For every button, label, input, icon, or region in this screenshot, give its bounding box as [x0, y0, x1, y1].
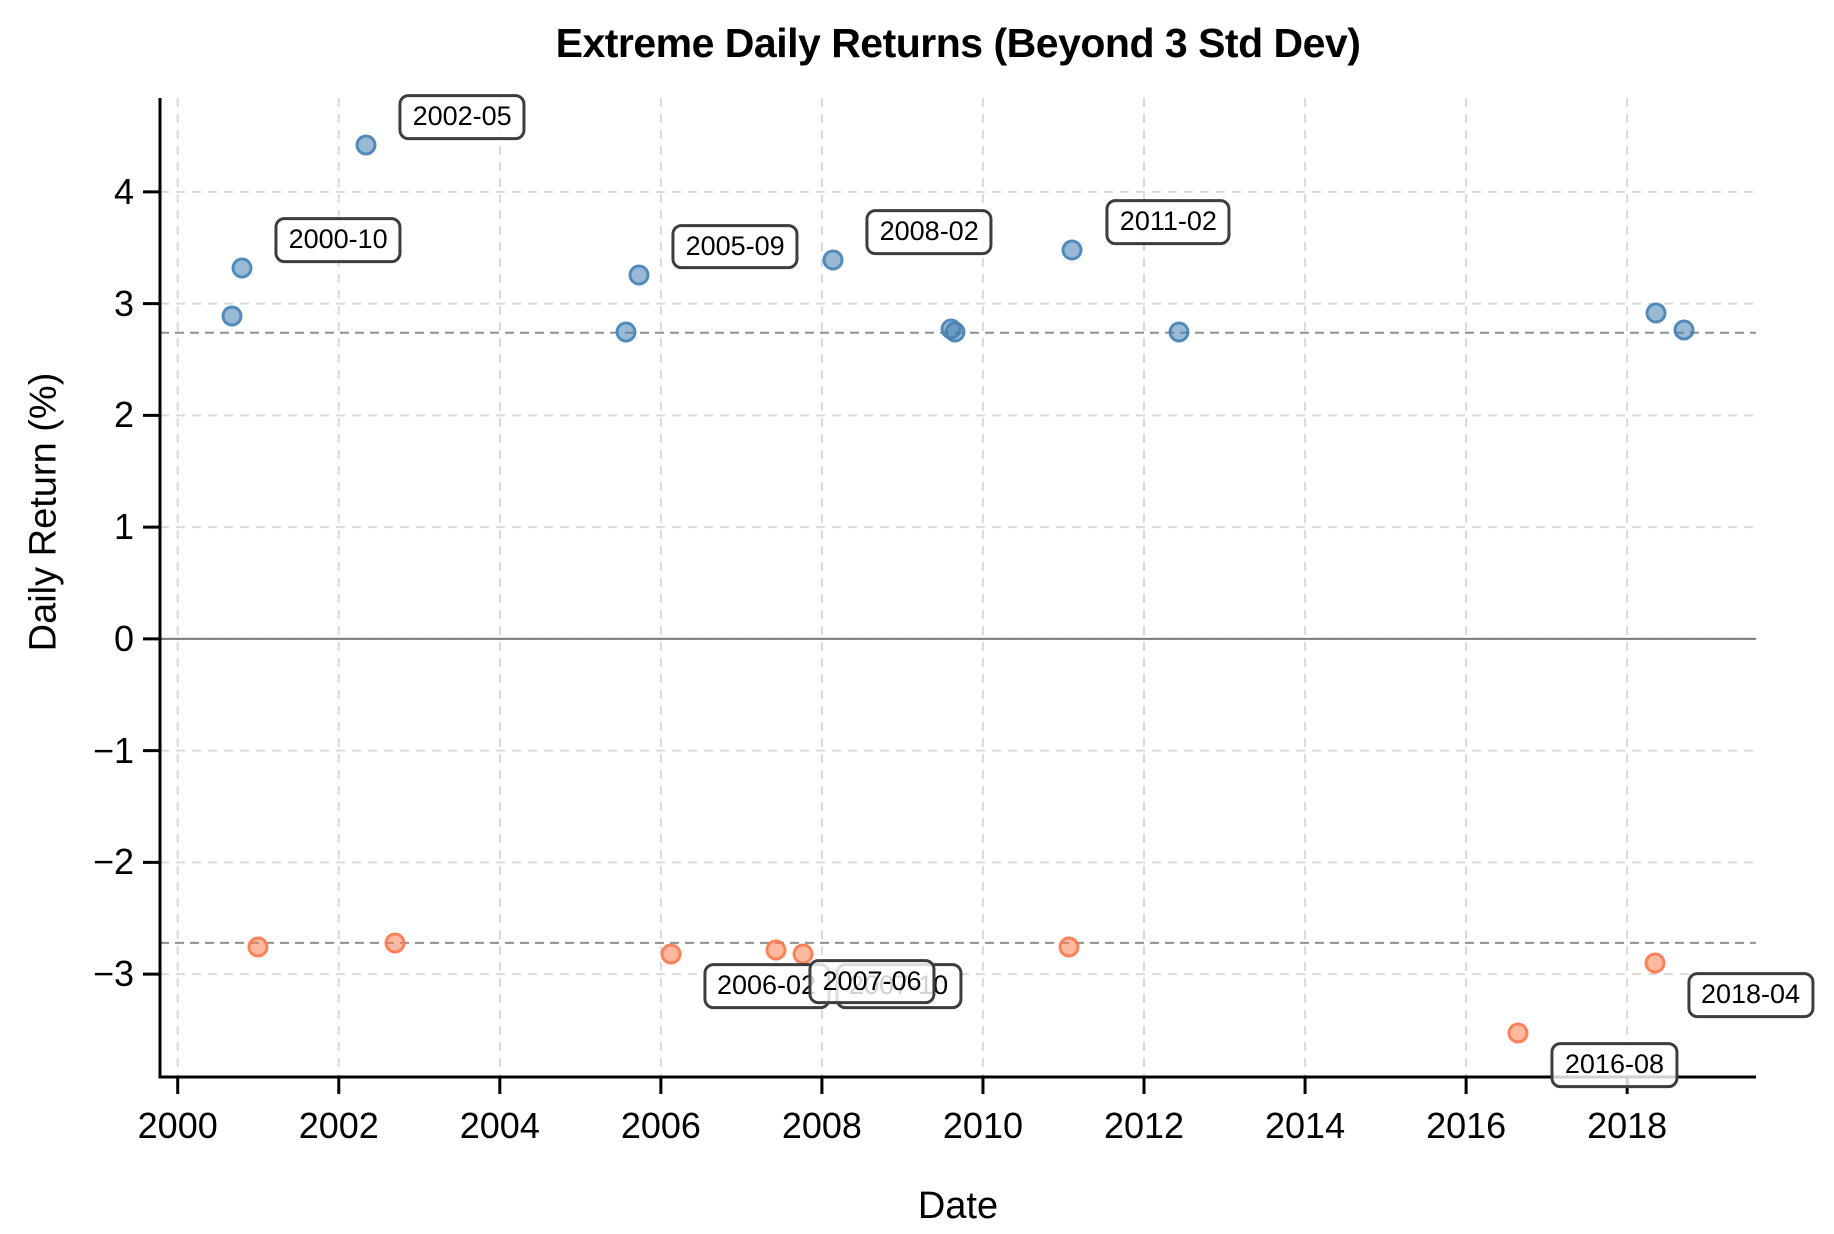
data-point-negative [384, 932, 406, 954]
annotation-label: 2011-02 [1105, 199, 1231, 245]
y-tick-label: −1 [92, 729, 134, 771]
annotation-label: 2016-08 [1550, 1042, 1678, 1089]
data-point-positive [822, 249, 844, 271]
x-tick-label: 2008 [781, 1105, 862, 1146]
x-tick-label: 2010 [942, 1105, 1023, 1146]
data-point-negative [1058, 936, 1080, 958]
data-point-negative [247, 936, 269, 958]
y-tick-label: 3 [113, 282, 134, 324]
data-point-positive [628, 264, 650, 286]
x-tick-label: 2014 [1265, 1105, 1346, 1146]
x-tick-label: 2002 [298, 1105, 379, 1146]
data-point-positive [1061, 239, 1083, 261]
data-point-positive [1645, 302, 1667, 324]
annotation-label: 2000-10 [274, 216, 402, 263]
annotation-label: 2002-05 [398, 94, 526, 140]
y-tick-label: −2 [92, 841, 134, 883]
x-tick-label: 2012 [1103, 1105, 1185, 1146]
data-point-negative [1507, 1022, 1529, 1044]
data-point-negative [660, 943, 682, 965]
y-tick-label: 4 [113, 170, 134, 212]
data-point-positive [1673, 319, 1695, 341]
x-axis-label: Date [917, 1185, 999, 1227]
data-point-positive [1168, 321, 1190, 343]
x-tick-label: 2018 [1587, 1105, 1668, 1146]
annotation-label: 2006-02 [702, 963, 831, 1009]
y-tick-label: 1 [113, 506, 134, 548]
annotation-label: 2008-02 [865, 209, 993, 255]
data-point-negative [792, 943, 814, 965]
y-axis-label: Daily Return (%) [22, 372, 65, 652]
y-tick-label: 2 [113, 394, 134, 436]
data-point-negative [1644, 952, 1666, 974]
x-tick-label: 2016 [1426, 1105, 1507, 1146]
data-point-positive [944, 321, 966, 343]
data-point-positive [221, 305, 243, 327]
x-tick-label: 2000 [137, 1105, 218, 1146]
y-tick-label: 0 [113, 617, 134, 659]
data-point-positive [355, 134, 377, 156]
data-point-negative [765, 939, 787, 961]
data-point-positive [231, 257, 253, 279]
y-tick-label: −3 [92, 953, 134, 995]
chart-title: Extreme Daily Returns (Beyond 3 Std Dev) [555, 20, 1361, 66]
x-tick-label: 2004 [459, 1105, 540, 1146]
x-tick-label: 2006 [620, 1105, 701, 1146]
annotation-label: 2005-09 [671, 223, 799, 270]
data-point-positive [615, 321, 637, 343]
annotation-label: 2018-04 [1686, 972, 1815, 1018]
annotation-label: 2007-06 [808, 958, 936, 1005]
